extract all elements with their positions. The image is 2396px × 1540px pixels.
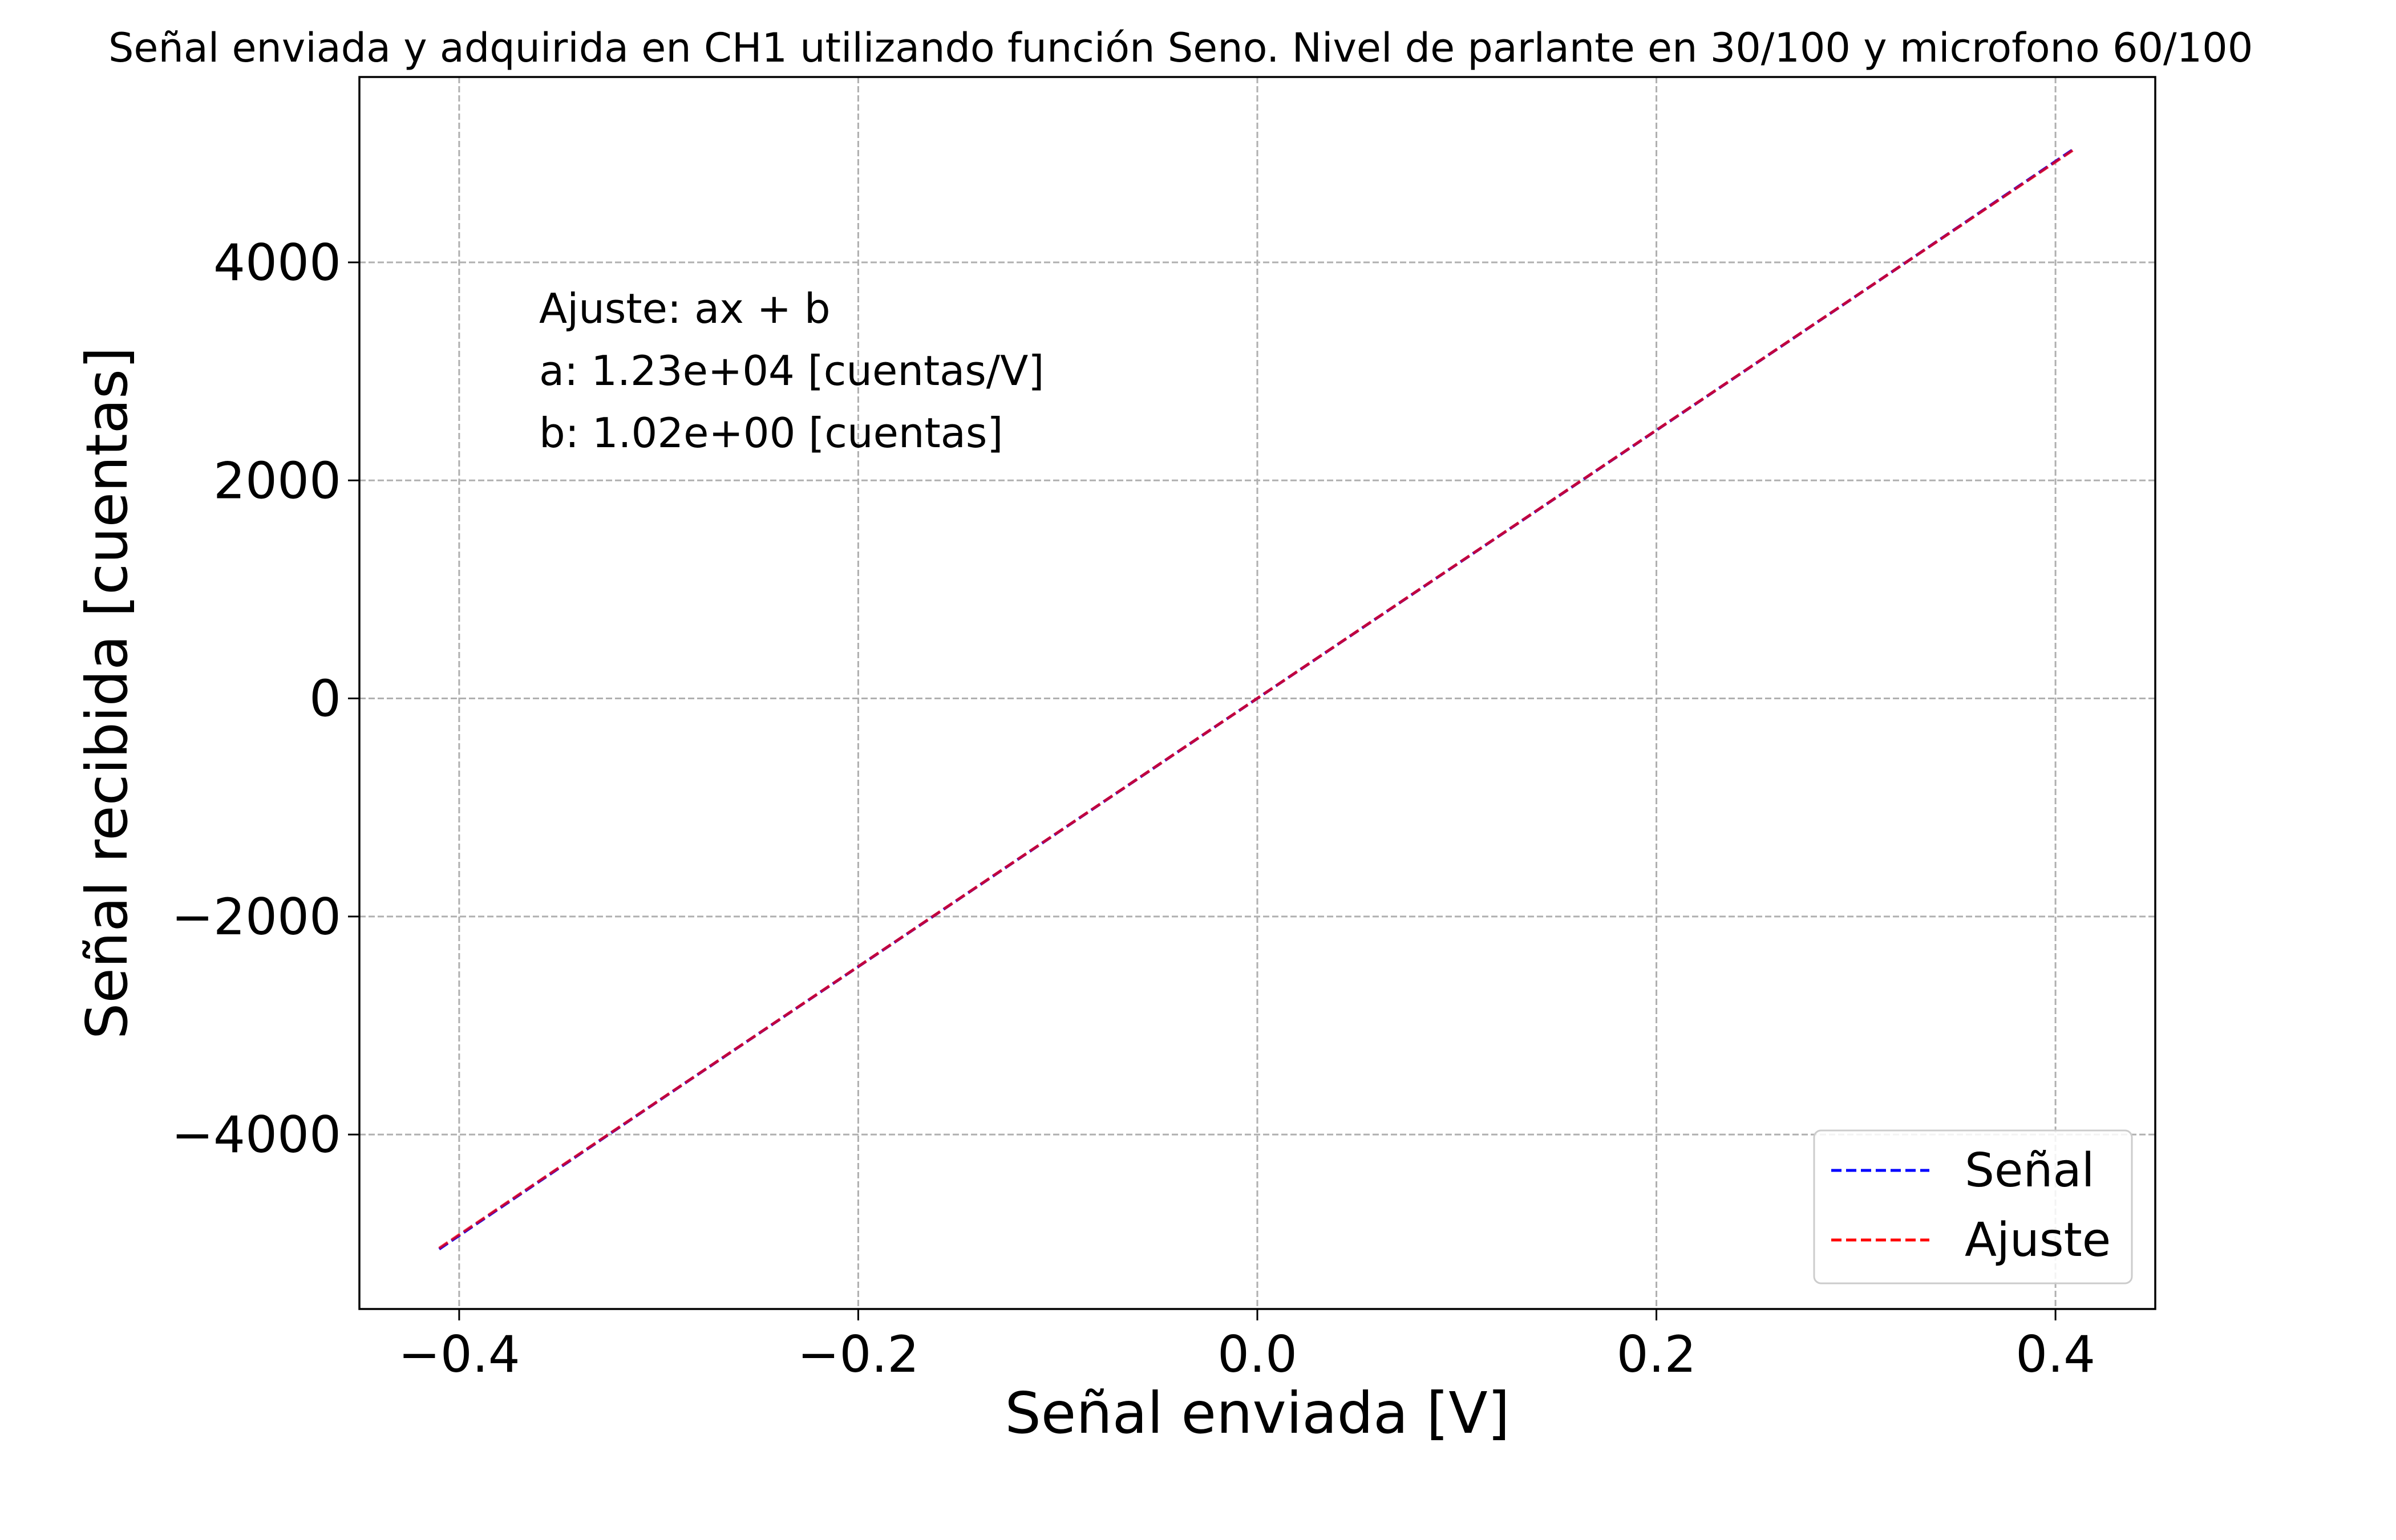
y-axis-label: Señal recibida [cuentas] <box>74 347 140 1039</box>
chart-title: Señal enviada y adquirida en CH1 utiliza… <box>108 25 2253 71</box>
y-tick-label: 4000 <box>213 233 341 292</box>
legend-frame <box>1813 1129 2133 1284</box>
fit-annotation-line: b: 1.02e+00 [cuentas] <box>539 409 1003 457</box>
x-tick-label: 0.0 <box>1217 1325 1297 1384</box>
legend-label-senal: Señal <box>1965 1144 2095 1198</box>
fit-annotation: Ajuste: ax + b a: 1.23e+04 [cuentas/V] b… <box>539 285 1044 457</box>
y-tick-label: −2000 <box>171 887 341 946</box>
x-axis-label: Señal enviada [V] <box>1005 1380 1509 1446</box>
x-axis-ticks: −0.4 −0.2 0.0 0.2 0.4 <box>398 1309 2095 1384</box>
legend: Señal Ajuste <box>1813 1129 2133 1284</box>
legend-label-ajuste: Ajuste <box>1965 1213 2111 1267</box>
x-tick-label: −0.4 <box>398 1325 520 1384</box>
y-tick-label: 2000 <box>213 451 341 510</box>
x-tick-label: 0.2 <box>1617 1325 1697 1384</box>
fit-annotation-line: Ajuste: ax + b <box>539 285 831 333</box>
series-line-ajuste <box>438 147 2077 1250</box>
fit-annotation-line: a: 1.23e+04 [cuentas/V] <box>539 347 1044 395</box>
x-tick-label: −0.2 <box>798 1325 920 1384</box>
y-tick-label: 0 <box>309 670 341 728</box>
x-tick-label: 0.4 <box>2015 1325 2095 1384</box>
y-tick-label: −4000 <box>171 1105 341 1164</box>
series-lines <box>438 147 2077 1250</box>
y-axis-ticks: −4000 −2000 0 2000 4000 <box>171 233 359 1164</box>
grid <box>359 77 2155 1309</box>
